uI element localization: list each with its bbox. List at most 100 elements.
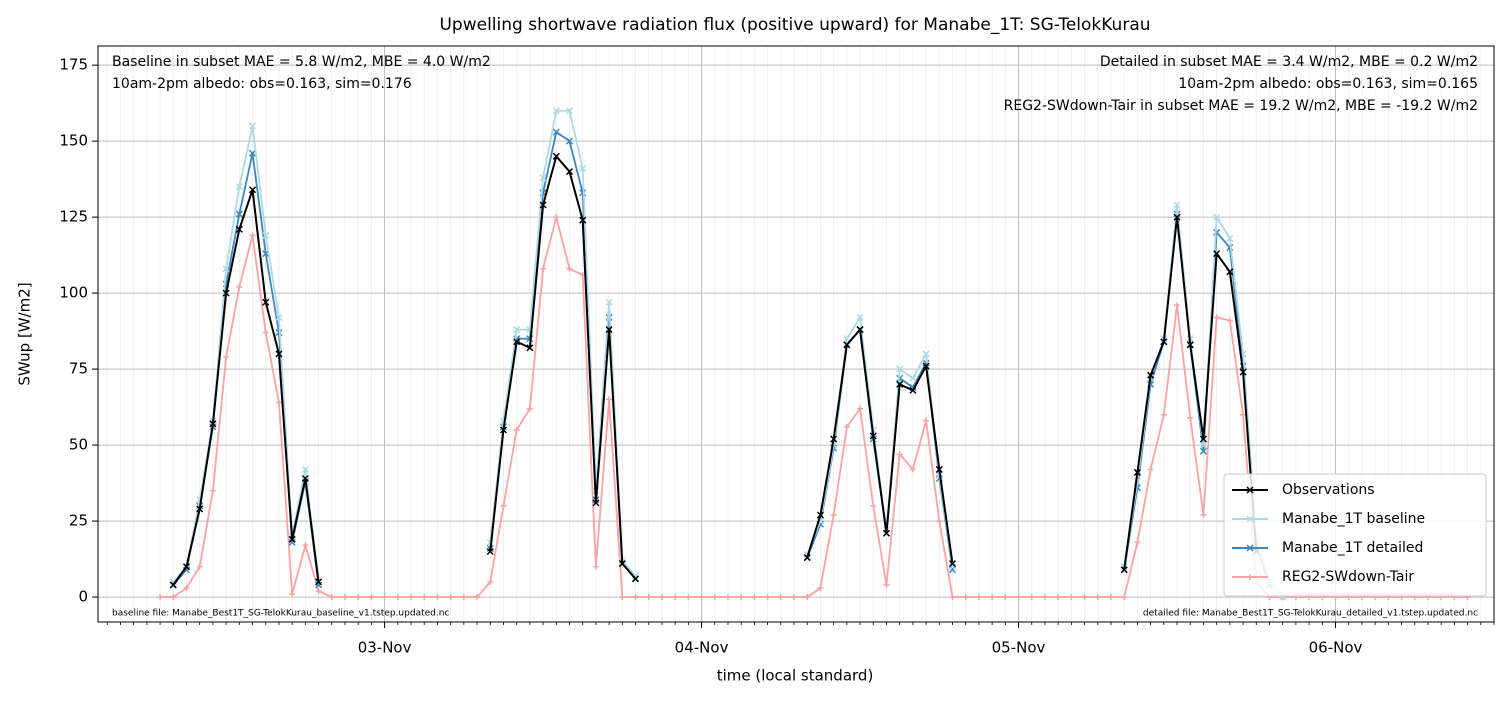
point-marker <box>565 107 574 115</box>
point-marker <box>935 465 943 473</box>
y-tick-label: 75 <box>69 360 88 378</box>
point-marker <box>434 594 441 601</box>
point-marker <box>1160 338 1168 346</box>
point-marker <box>922 350 930 358</box>
point-marker <box>909 386 917 394</box>
point-marker <box>672 594 679 601</box>
point-marker <box>658 594 665 601</box>
point-marker <box>1173 201 1181 209</box>
series-line <box>172 155 1258 586</box>
point-marker <box>1160 411 1167 418</box>
legend-box <box>1223 473 1487 597</box>
point-marker <box>500 502 507 509</box>
point-marker <box>1226 234 1234 242</box>
point-marker <box>1121 594 1128 601</box>
point-marker <box>1134 539 1141 546</box>
point-marker <box>1186 341 1194 349</box>
point-marker <box>275 329 283 337</box>
point-marker <box>711 594 718 601</box>
point-marker <box>857 405 864 412</box>
point-marker <box>539 174 547 182</box>
point-marker <box>262 329 269 336</box>
point-marker <box>169 581 177 589</box>
point-marker <box>791 594 798 601</box>
x-axis-label: time (local standard) <box>717 667 874 685</box>
point-marker <box>1199 441 1207 449</box>
point-marker <box>421 594 428 601</box>
point-marker <box>526 405 533 412</box>
point-marker <box>315 578 323 586</box>
point-marker <box>685 594 692 601</box>
point-marker <box>302 542 309 549</box>
point-marker <box>301 465 309 473</box>
point-marker <box>856 326 864 334</box>
point-marker <box>738 594 745 601</box>
point-marker <box>275 399 282 406</box>
point-marker <box>275 313 283 321</box>
series-line <box>172 109 1284 598</box>
point-marker <box>209 420 217 428</box>
point-marker <box>764 594 771 601</box>
y-tick-label: 0 <box>78 588 88 606</box>
point-marker <box>777 594 784 601</box>
point-marker <box>579 216 587 224</box>
point-marker <box>1173 213 1181 221</box>
point-marker <box>882 529 890 537</box>
point-marker <box>843 335 851 343</box>
point-marker <box>539 201 547 209</box>
point-marker <box>579 164 587 173</box>
point-marker <box>288 535 296 543</box>
point-marker <box>262 298 270 306</box>
point-marker <box>949 594 956 601</box>
annotation: REG2-SWdown-Tair in subset MAE = 19.2 W/… <box>1004 98 1478 114</box>
point-marker <box>474 594 481 601</box>
point-marker <box>460 594 467 601</box>
chart-title: Upwelling shortwave radiation flux (posi… <box>439 15 1150 35</box>
point-marker <box>619 594 626 601</box>
point-marker <box>870 502 877 509</box>
point-marker <box>751 594 758 601</box>
point-marker <box>816 511 824 519</box>
y-tick-label: 50 <box>69 436 88 454</box>
point-marker <box>526 344 534 352</box>
point-marker <box>632 594 639 601</box>
point-marker <box>275 350 283 358</box>
point-marker <box>1081 594 1088 601</box>
point-marker <box>394 594 401 601</box>
point-marker <box>830 435 838 443</box>
point-marker <box>315 587 322 594</box>
point-marker <box>381 594 388 601</box>
point-marker <box>196 505 204 513</box>
point-marker <box>328 594 335 601</box>
point-marker <box>1174 302 1181 309</box>
legend-label: Manabe_1T detailed <box>1282 540 1423 556</box>
y-tick-label: 125 <box>59 208 88 226</box>
point-marker <box>513 326 521 334</box>
point-marker <box>975 594 982 601</box>
point-marker <box>183 584 190 591</box>
point-marker <box>552 128 560 136</box>
point-marker <box>1239 368 1247 376</box>
point-marker <box>1094 594 1101 601</box>
point-marker <box>1213 213 1221 221</box>
point-marker <box>632 575 640 583</box>
point-marker <box>1015 594 1022 601</box>
point-marker <box>896 365 904 373</box>
point-marker <box>606 396 613 403</box>
point-marker <box>592 563 599 570</box>
point-marker <box>170 594 177 601</box>
point-marker <box>565 168 574 176</box>
legend-label: REG2-SWdown-Tair <box>1282 569 1414 585</box>
point-marker <box>355 594 362 601</box>
point-marker <box>1187 414 1194 421</box>
point-marker <box>1028 594 1035 601</box>
point-marker <box>499 426 507 434</box>
point-marker <box>368 594 375 601</box>
point-marker <box>513 338 521 346</box>
point-marker <box>923 417 930 424</box>
annotation: baseline file: Manabe_Best1T_SG-TelokKur… <box>112 609 449 619</box>
point-marker <box>486 547 494 556</box>
point-marker <box>552 107 560 115</box>
point-marker <box>1226 268 1234 276</box>
point-marker <box>605 298 613 306</box>
